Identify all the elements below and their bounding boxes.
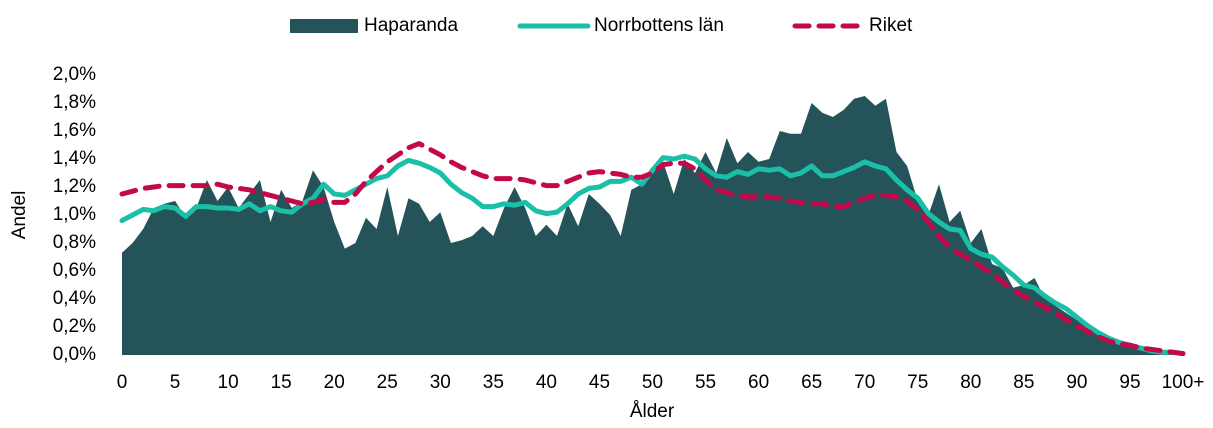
x-tick-label: 40 bbox=[536, 372, 557, 393]
line bbox=[119, 141, 1186, 357]
x-tick-label: 35 bbox=[483, 372, 504, 393]
x-tick-label: 15 bbox=[271, 372, 292, 393]
x-tick-label: 55 bbox=[695, 372, 716, 393]
x-tick-label: 70 bbox=[854, 372, 875, 393]
y-tick-label: 0,8% bbox=[53, 232, 96, 253]
x-tick-label: 25 bbox=[377, 372, 398, 393]
x-tick-label: 65 bbox=[801, 372, 822, 393]
y-tick-label: 1,4% bbox=[53, 148, 96, 169]
y-axis-label: Andel bbox=[9, 191, 30, 240]
area bbox=[122, 96, 1183, 355]
legend-label: Riket bbox=[869, 15, 913, 36]
x-axis-label: Ålder bbox=[630, 401, 675, 422]
x-tick-label: 50 bbox=[642, 372, 663, 393]
x-tick-label: 90 bbox=[1066, 372, 1087, 393]
x-tick-label: 95 bbox=[1119, 372, 1140, 393]
x-tick-label: 30 bbox=[430, 372, 451, 393]
legend-label: Norrbottens län bbox=[594, 15, 724, 36]
x-tick-label: 5 bbox=[170, 372, 181, 393]
y-tick-label: 1,2% bbox=[53, 176, 96, 197]
x-tick-label: 0 bbox=[117, 372, 128, 393]
x-tick-label: 80 bbox=[960, 372, 981, 393]
x-tick-label: 10 bbox=[218, 372, 239, 393]
y-tick-label: 1,6% bbox=[53, 120, 96, 141]
x-tick-label: 85 bbox=[1013, 372, 1034, 393]
y-tick-label: 1,0% bbox=[53, 204, 96, 225]
y-tick-label: 0,2% bbox=[53, 316, 96, 337]
y-tick-label: 2,0% bbox=[53, 64, 96, 85]
legend-label: Haparanda bbox=[364, 15, 458, 36]
x-tick-label: 100+ bbox=[1162, 372, 1205, 393]
x-tick-label: 45 bbox=[589, 372, 610, 393]
legend-swatch bbox=[290, 19, 358, 33]
y-tick-label: 0,6% bbox=[53, 260, 96, 281]
x-tick-label: 60 bbox=[748, 372, 769, 393]
y-tick-label: 0,0% bbox=[53, 344, 96, 365]
x-tick-label: 75 bbox=[907, 372, 928, 393]
x-tick-label: 20 bbox=[324, 372, 345, 393]
y-tick-label: 0,4% bbox=[53, 288, 96, 309]
y-tick-label: 1,8% bbox=[53, 92, 96, 113]
line bbox=[119, 153, 1186, 357]
